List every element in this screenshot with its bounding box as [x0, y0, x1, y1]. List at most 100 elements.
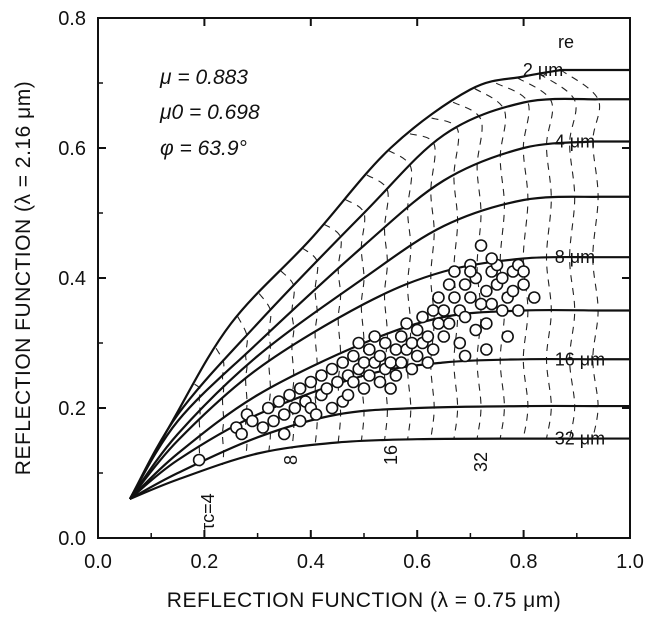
re-curve: [129, 255, 593, 500]
annotation-phi: φ = 63.9°: [160, 137, 247, 160]
tau-label-8: 8: [281, 455, 301, 465]
data-point: [405, 362, 419, 376]
data-point: [480, 284, 493, 298]
tau-line: [215, 348, 225, 465]
data-point: [384, 382, 397, 395]
y-axis-label: REFLECTION FUNCTION (λ = 2.16 μm): [12, 81, 35, 475]
data-point: [416, 310, 429, 324]
tau-line: [194, 383, 201, 473]
tau-line: [388, 149, 413, 440]
data-point: [448, 291, 461, 304]
re-curve: [128, 68, 561, 500]
data-point: [394, 356, 408, 369]
scatter-points: [192, 239, 541, 467]
tau-label-32: 32: [471, 452, 491, 472]
tau-line: [560, 69, 601, 439]
re-curve: [129, 357, 593, 500]
y-tick-label: 0.4: [58, 268, 86, 290]
x-axis-label: REFLECTION FUNCTION (λ = 0.75 μm): [167, 589, 561, 612]
data-point: [320, 382, 334, 395]
data-point: [373, 375, 387, 389]
data-point: [453, 336, 467, 350]
y-tick-label: 0.6: [58, 138, 86, 160]
data-point: [432, 317, 445, 330]
data-point: [368, 330, 381, 343]
y-tick-label: 0.2: [58, 398, 86, 420]
re-curve-label: 2 μm: [523, 60, 563, 80]
data-point: [347, 349, 360, 363]
tau-line: [345, 199, 366, 442]
data-point: [485, 252, 498, 265]
data-point: [357, 356, 371, 369]
data-point: [458, 349, 472, 363]
re-curve-label: 8 μm: [555, 247, 595, 267]
data-point: [394, 330, 408, 343]
re-curve-label: 4 μm: [555, 132, 595, 152]
re-curve-labels: 2 μm 4 μm 8 μm 16 μm 32 μm: [523, 60, 605, 449]
data-point: [421, 330, 435, 343]
data-point: [517, 265, 530, 278]
x-tick-label: 0.2: [190, 551, 218, 573]
tau-line: [258, 293, 272, 453]
data-point: [325, 401, 339, 415]
data-point: [235, 427, 248, 441]
data-point: [272, 395, 286, 408]
data-point: [464, 265, 477, 278]
tau-line: [431, 117, 460, 440]
tau-line: [280, 270, 295, 449]
data-point: [464, 291, 477, 304]
data-point: [352, 336, 365, 350]
x-axis-ticks: 0.0 0.2 0.4 0.6 0.8 1.0: [84, 18, 644, 573]
data-point: [496, 304, 509, 317]
data-point: [277, 427, 291, 441]
tau-line: [409, 133, 436, 440]
data-point: [325, 362, 339, 376]
tau-line: [452, 101, 483, 439]
data-point: [267, 414, 280, 428]
data-point: [261, 401, 275, 415]
data-point: [378, 336, 392, 350]
data-point: [315, 369, 328, 382]
re-curve: [129, 195, 599, 500]
y-tick-label: 0.8: [58, 8, 86, 30]
data-point: [384, 356, 397, 369]
data-point: [293, 382, 307, 395]
re-curve: [128, 140, 593, 500]
data-point: [304, 375, 318, 389]
re-curve: [128, 97, 599, 500]
data-point: [480, 343, 493, 356]
x-tick-label: 1.0: [616, 551, 644, 573]
data-point: [458, 278, 472, 291]
data-point: [485, 297, 498, 311]
annotation-mu: μ = 0.883: [159, 66, 248, 89]
data-point: [442, 278, 456, 291]
data-point: [432, 291, 445, 304]
data-point: [357, 382, 371, 395]
data-point: [389, 369, 403, 382]
x-tick-label: 0.4: [297, 551, 325, 573]
data-point: [448, 265, 461, 278]
data-point: [256, 421, 270, 434]
data-point: [506, 284, 520, 298]
tau-line: [323, 223, 342, 443]
data-point: [474, 297, 488, 311]
data-point: [511, 304, 525, 317]
data-point: [331, 375, 344, 389]
data-point: [474, 239, 488, 252]
data-point: [517, 278, 530, 291]
tau-line: [538, 73, 577, 439]
data-point: [421, 356, 435, 369]
re-curve-label: 32 μm: [555, 429, 605, 449]
data-point: [480, 317, 493, 330]
data-point: [496, 271, 509, 285]
data-point: [469, 323, 483, 337]
data-point: [288, 401, 302, 415]
re-curve: [129, 404, 599, 500]
data-point: [410, 349, 424, 363]
data-point: [283, 388, 296, 402]
data-point: [400, 317, 413, 330]
data-point: [437, 304, 451, 317]
data-point: [442, 317, 456, 330]
re-header-label: re: [558, 32, 574, 52]
